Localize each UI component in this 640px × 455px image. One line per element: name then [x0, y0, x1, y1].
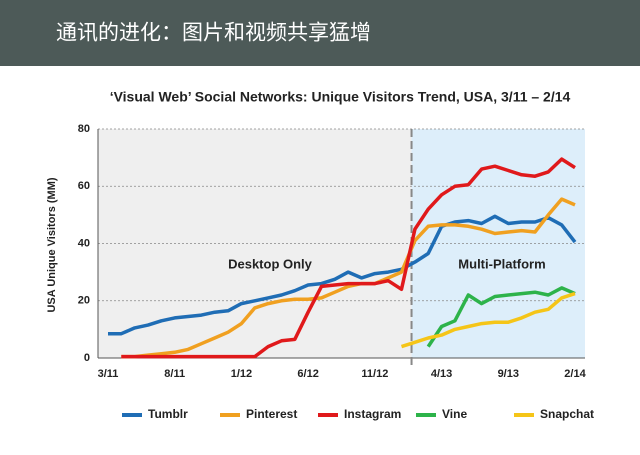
x-tick-label: 4/13 [431, 368, 452, 380]
y-tick-label: 20 [78, 295, 90, 307]
legend-label: Snapchat [540, 407, 594, 421]
header-bar [0, 0, 640, 66]
legend-label: Vine [442, 407, 467, 421]
legend-label: Instagram [344, 407, 401, 421]
x-tick-label: 1/12 [231, 368, 252, 380]
annotation: Desktop Only [228, 256, 313, 271]
x-tick-label: 8/11 [164, 368, 185, 380]
legend-label: Pinterest [246, 407, 297, 421]
series-line [121, 197, 576, 359]
x-tick-label: 11/12 [361, 368, 388, 380]
legend-label: Tumblr [148, 407, 188, 421]
y-axis-label: USA Unique Visitors (MM) [46, 177, 58, 312]
y-tick-label: 40 [78, 237, 90, 249]
x-tick-label: 6/12 [297, 368, 318, 380]
header-title: 通讯的进化：图片和视频共享猛增 [56, 22, 371, 45]
y-tick-label: 0 [84, 352, 90, 364]
y-tick-label: 60 [78, 180, 90, 192]
series-line [426, 286, 576, 348]
x-tick-label: 9/13 [498, 368, 519, 380]
annotation: Multi-Platform [458, 256, 545, 271]
chart-title: ‘Visual Web’ Social Networks: Unique Vis… [110, 89, 571, 105]
y-tick-label: 80 [78, 123, 90, 135]
series-line [121, 157, 576, 359]
x-tick-label: 3/11 [98, 368, 119, 380]
series-line [108, 214, 577, 336]
x-tick-label: 2/14 [564, 368, 586, 380]
series-line [400, 291, 576, 349]
